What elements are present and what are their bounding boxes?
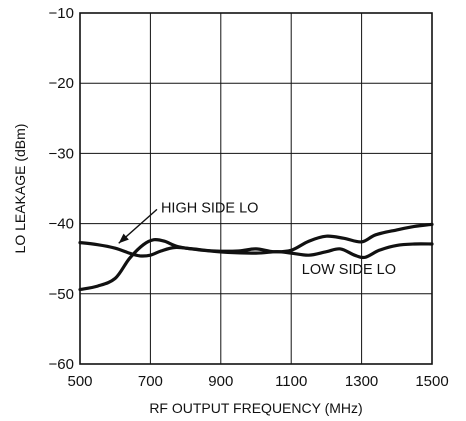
y-tick-label: −40 (49, 216, 74, 233)
y-tick-label: −60 (49, 356, 74, 373)
y-axis-title: LO LEAKAGE (dBm) (12, 124, 28, 254)
x-tick-label: 1100 (275, 373, 307, 390)
grid (80, 13, 432, 364)
series-layer (78, 222, 434, 292)
annotation-low-side-lo: LOW SIDE LO (302, 262, 396, 278)
x-tick-label: 900 (208, 373, 233, 390)
y-tick-label: −50 (49, 286, 74, 303)
annotation-high-side-lo: HIGH SIDE LO (161, 200, 259, 216)
annotations: HIGH SIDE LO LOW SIDE LO (118, 200, 396, 278)
x-tick-label: 500 (67, 373, 92, 390)
x-tick-label: 700 (138, 373, 163, 390)
x-axis-title: RF OUTPUT FREQUENCY (MHz) (149, 400, 362, 416)
y-tick-label: −20 (49, 75, 74, 92)
tick-labels: 500 700 900 1100 1300 1500 −60 −50 −40 −30 −20 −10 (49, 5, 449, 390)
x-tick-label: 1300 (345, 373, 378, 390)
plot-frame (79, 12, 433, 365)
annotation-arrowhead (118, 233, 129, 244)
y-tick-label: −30 (49, 145, 74, 162)
y-tick-label: −10 (49, 5, 74, 22)
x-tick-label: 1500 (415, 373, 448, 390)
series-line-low-side-lo (78, 237, 434, 292)
